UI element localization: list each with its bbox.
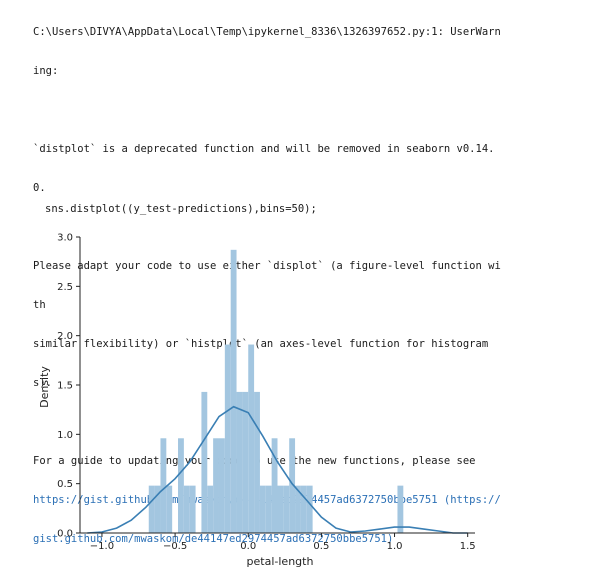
- histogram-bar: [207, 485, 214, 533]
- histogram-bar: [201, 391, 208, 533]
- histogram-bar: [224, 344, 231, 533]
- histogram-bar: [295, 485, 301, 533]
- histogram-bar: [277, 485, 284, 533]
- warning-deprecated-line-1: `distplot` is a deprecated function and …: [33, 143, 495, 155]
- histogram-bar: [189, 485, 196, 533]
- histogram-bar: [230, 249, 237, 533]
- histogram-bar: [283, 485, 290, 533]
- x-tick-label: 1.0: [387, 541, 403, 552]
- x-tick-label: 1.5: [460, 541, 476, 552]
- histogram-bar: [154, 485, 161, 533]
- histogram-bar: [265, 485, 272, 533]
- histogram-bar: [306, 485, 313, 533]
- histogram-bar: [300, 485, 307, 533]
- code-output-line: sns.distplot((y_test-predictions),bins=5…: [45, 203, 317, 215]
- histogram-bar: [148, 485, 155, 533]
- x-tick-label: −1.0: [90, 541, 114, 552]
- y-tick-label: 0.5: [57, 479, 73, 490]
- warning-path-line-2: ing:: [33, 65, 59, 77]
- histogram-bar: [160, 438, 167, 533]
- y-tick-label: 0.0: [57, 529, 73, 540]
- y-tick-label: 2.0: [57, 331, 73, 342]
- histogram-bar: [254, 391, 260, 533]
- histogram-bar: [213, 438, 219, 533]
- histogram-bar: [289, 438, 296, 533]
- warning-adapt-line-3: similar flexibility) or `histplot` (an a…: [33, 338, 489, 350]
- histogram-bar: [248, 344, 255, 533]
- histogram-bars: [148, 249, 404, 533]
- y-axis-label: Density: [38, 366, 51, 408]
- histogram-bar: [218, 438, 225, 533]
- histogram-bar: [242, 391, 249, 533]
- warning-adapt-line-1: Please adapt your code to use either `di…: [33, 260, 501, 272]
- y-tick-label: 1.5: [57, 381, 73, 392]
- histogram-bar: [271, 438, 278, 533]
- x-tick-label: 0.5: [313, 541, 329, 552]
- histogram-bar: [178, 438, 184, 533]
- y-tick-label: 1.0: [57, 430, 73, 441]
- y-ticks: 0.0 0.5 1.0 1.5 2.0 2.5 3.0: [57, 233, 80, 540]
- histogram-bar: [259, 485, 266, 533]
- warning-adapt-line-2: th: [33, 299, 46, 311]
- x-tick-label: −0.5: [163, 541, 187, 552]
- warning-adapt-line-4: s).: [33, 377, 52, 389]
- histogram-bar: [236, 391, 243, 533]
- histogram-bar: [166, 485, 173, 533]
- warning-path-line-1: C:\Users\DIVYA\AppData\Local\Temp\ipyker…: [33, 26, 501, 38]
- y-tick-label: 2.5: [57, 282, 73, 293]
- x-ticks: −1.0 −0.5 0.0 0.5 1.0 1.5: [90, 533, 476, 552]
- histogram-bar: [183, 485, 190, 533]
- distplot-chart: −1.0 −0.5 0.0 0.5 1.0 1.5 0.0 0.5 1.0 1.5 2.0 2.5 3…: [38, 233, 476, 569]
- kde-line: [87, 405, 468, 534]
- x-axis-label: petal-length: [247, 555, 314, 568]
- warning-deprecated-line-2: 0.: [33, 182, 46, 194]
- guide-link-2[interactable]: gist.github.com/mwaskom/de44147ed2974457…: [33, 533, 394, 545]
- x-tick-label: 0.0: [240, 541, 256, 552]
- y-tick-label: 3.0: [57, 233, 73, 244]
- histogram-bar: [397, 485, 404, 533]
